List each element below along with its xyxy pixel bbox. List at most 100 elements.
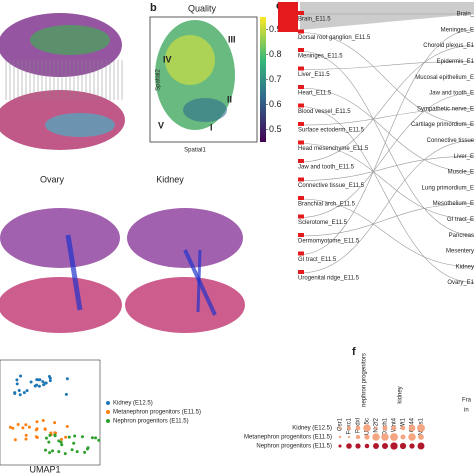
right-label: Meninges_E xyxy=(441,27,474,33)
flow xyxy=(300,2,474,30)
group-label: kidney xyxy=(398,386,404,403)
colorbar-tick-label: 0.7 xyxy=(269,74,282,84)
cell xyxy=(86,446,90,450)
column-label: Wnt4 xyxy=(392,417,398,432)
flow xyxy=(299,108,474,126)
right-label: Jaw and tooth_E xyxy=(429,91,474,97)
left-label: Urogenital ridge_E11.5 xyxy=(298,276,360,282)
right-label: Kidney xyxy=(456,264,474,270)
cell xyxy=(53,433,57,437)
row-label: Kidney (E12.5) xyxy=(292,426,332,432)
right-label: Pancreas xyxy=(449,233,474,239)
legend-swatch xyxy=(106,401,110,405)
region-label: II xyxy=(227,94,232,104)
cell xyxy=(24,437,28,441)
cell xyxy=(48,376,52,380)
cell xyxy=(13,392,17,396)
legend-label: Kidney (E12.5) xyxy=(113,401,153,407)
colorbar-tick-label: 0.6 xyxy=(269,99,282,109)
axis-label: Spatial2 xyxy=(156,68,162,90)
node xyxy=(298,66,304,71)
tissue-map xyxy=(183,98,227,122)
dot xyxy=(400,425,406,431)
left-label: Head mesenchyme_E11.5 xyxy=(298,146,369,152)
flow xyxy=(299,61,474,70)
right-label: Liver_E xyxy=(454,154,474,160)
colorbar-tick-label: 0.9 xyxy=(269,24,282,34)
panel-b: b Quality Spatial2 Spatial1 0.9 0.8 0.7 0.6… xyxy=(149,2,282,154)
link xyxy=(65,234,83,311)
cell xyxy=(13,438,17,442)
right-label: GI tract_E xyxy=(447,217,474,223)
cell xyxy=(63,452,67,456)
row-label: Nephron progenitors (E11.5) xyxy=(256,444,332,450)
cell xyxy=(57,450,61,454)
right-label: Muscle_E xyxy=(448,170,474,176)
left-label: Blood vessel_E11.5 xyxy=(298,109,351,115)
cell xyxy=(64,392,68,396)
tissue-slice xyxy=(127,208,243,268)
column-label: Nr2f2 xyxy=(374,417,380,432)
column-label: Podxl xyxy=(356,418,362,433)
tissue-slice xyxy=(45,113,115,137)
cell xyxy=(21,426,25,430)
flow xyxy=(299,45,474,163)
column-label: Osr1 xyxy=(338,417,344,431)
cell xyxy=(80,435,84,439)
cell xyxy=(94,436,98,440)
left-label: Branchial arch_E11.5 xyxy=(298,202,356,208)
region-label: III xyxy=(228,34,236,44)
dot xyxy=(338,426,342,430)
flow xyxy=(299,32,474,125)
cell xyxy=(57,439,61,443)
region-label: IV xyxy=(163,54,172,64)
dot xyxy=(408,433,416,441)
cell xyxy=(60,437,64,441)
dot xyxy=(355,443,361,449)
cell xyxy=(67,435,71,439)
dot xyxy=(391,425,397,431)
node xyxy=(298,177,304,182)
flow xyxy=(299,198,474,268)
cell xyxy=(59,440,63,444)
cell xyxy=(36,378,40,382)
dot xyxy=(408,424,416,432)
node xyxy=(298,103,304,108)
column-label: Wt1 xyxy=(401,417,407,428)
tissue-slice xyxy=(125,277,245,333)
axis-label: UMAP1 xyxy=(29,464,60,474)
legend-swatch xyxy=(106,410,110,414)
colorbar-tick-label: 0.5 xyxy=(269,124,282,134)
node xyxy=(298,251,304,256)
tissue-slice xyxy=(0,277,122,333)
panel-a: Ovary Kidney xyxy=(0,13,245,333)
dot xyxy=(347,426,351,430)
region-label: V xyxy=(158,120,164,130)
flow xyxy=(299,106,474,283)
column-label: Foxc1 xyxy=(347,417,353,434)
right-label: Epidermis_E1 xyxy=(437,59,474,65)
dot xyxy=(346,443,352,449)
cell xyxy=(65,424,69,428)
cell xyxy=(35,427,39,431)
dot xyxy=(355,434,361,440)
cell xyxy=(65,377,69,381)
legend-label: Metanephron progenitors (E11.5) xyxy=(113,410,201,416)
cell xyxy=(41,380,45,384)
left-label: Jaw and tooth_E11.5 xyxy=(298,165,355,171)
cell xyxy=(73,434,77,438)
left-label: Connective tissue_E11.5 xyxy=(298,183,365,189)
dot xyxy=(390,433,398,441)
cell xyxy=(43,427,47,431)
dot xyxy=(417,442,425,450)
dot xyxy=(399,442,407,450)
node xyxy=(298,48,304,52)
node xyxy=(298,85,304,89)
dot xyxy=(364,434,370,440)
colorbar xyxy=(260,17,266,142)
dot xyxy=(381,433,389,441)
flow xyxy=(299,87,474,173)
left-label: Meninges_E11.5 xyxy=(298,54,343,60)
cell xyxy=(35,435,39,439)
